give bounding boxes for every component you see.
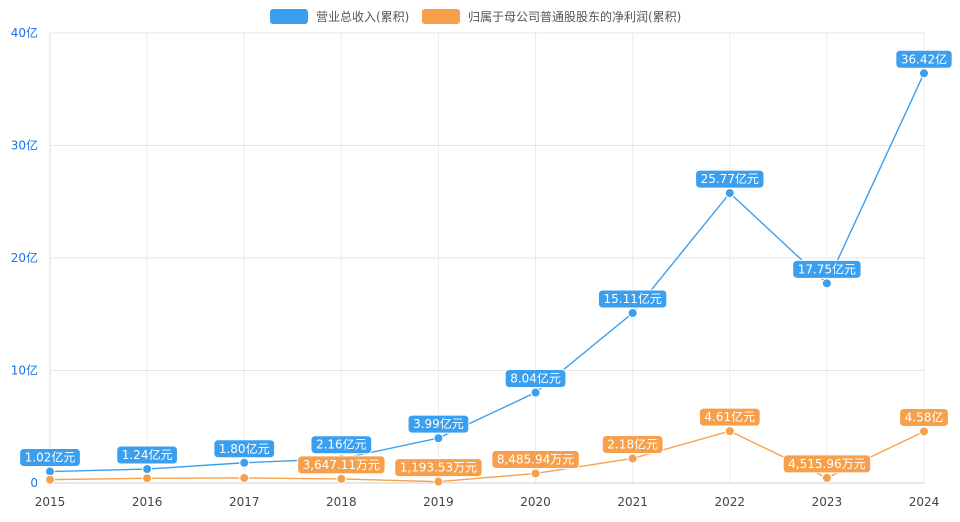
data-point	[919, 68, 929, 79]
data-label-group: 3.99亿元	[407, 414, 470, 434]
data-label-box	[19, 448, 81, 468]
data-label-box	[116, 445, 178, 465]
legend-item[interactable]: 营业总收入(累积)	[270, 9, 409, 24]
x-tick-label: 2017	[229, 495, 260, 509]
data-label-group: 2.18亿元	[601, 434, 664, 454]
data-label-group: 4,515.96万元	[782, 454, 872, 474]
data-label: 8.04亿元	[510, 371, 561, 386]
data-point	[433, 433, 444, 444]
data-label-group: 2.16亿元	[310, 435, 373, 455]
data-point	[142, 464, 153, 475]
data-label: 4.61亿元	[704, 409, 755, 424]
data-label-box	[698, 407, 761, 427]
legend-label: 归属于母公司普通股股东的净利润(累积)	[468, 9, 681, 24]
data-label: 1.02亿元	[25, 450, 76, 465]
data-label: 4,515.96万元	[788, 457, 865, 471]
data-label-group: 25.77亿元	[695, 169, 765, 189]
data-label-group: 17.75亿元	[792, 259, 862, 279]
data-label-box	[491, 449, 580, 469]
data-label-group: 3,647.11万元	[297, 455, 386, 475]
data-label: 17.75亿元	[798, 261, 856, 276]
data-label-group: 1,193.53万元	[394, 458, 483, 478]
y-tick-label: 30亿	[11, 138, 38, 153]
data-label: 1,193.53万元	[400, 461, 477, 475]
x-tick-label: 2018	[326, 495, 357, 509]
y-tick-label: 20亿	[11, 250, 38, 265]
data-label: 2.18亿元	[607, 436, 658, 451]
y-tick-label: 0	[30, 476, 38, 490]
data-point	[239, 457, 250, 468]
x-tick-label: 2024	[909, 495, 940, 509]
data-label-group: 36.42亿	[895, 49, 953, 69]
data-point	[724, 426, 735, 437]
data-label-box	[895, 49, 953, 69]
data-label-box	[213, 439, 276, 459]
data-point	[336, 473, 347, 484]
x-tick-label: 2022	[715, 495, 746, 509]
data-label: 2.16亿元	[316, 437, 367, 452]
data-label-group: 1.02亿元	[19, 448, 81, 468]
data-label-box	[394, 458, 483, 478]
data-label: 36.42亿	[901, 51, 947, 66]
axes: 0 10亿 20亿 30亿 40亿 2015 2016 2017 2018 2019 2020 202…	[11, 25, 940, 509]
data-label-box	[601, 434, 664, 454]
data-label-box	[597, 289, 668, 309]
data-point	[239, 472, 250, 483]
data-label-group: 1.24亿元	[116, 445, 178, 465]
data-label-box	[695, 169, 765, 189]
data-point	[530, 468, 541, 479]
data-labels: 1.02亿元 1.24亿元 1.80亿元 2.16亿元 3.99亿元 8.04亿元 15.1…	[19, 49, 953, 478]
data-label: 1.80亿元	[219, 441, 270, 456]
data-point	[919, 426, 929, 437]
data-label-box	[297, 455, 386, 475]
data-point	[724, 188, 735, 199]
data-point	[433, 476, 444, 487]
series-line	[49, 72, 925, 473]
data-label-box	[792, 259, 862, 279]
data-label: 25.77亿元	[701, 171, 759, 186]
x-tick-label: 2015	[35, 495, 66, 509]
data-point	[530, 387, 541, 398]
data-point	[821, 278, 832, 289]
x-tick-label: 2021	[617, 495, 648, 509]
data-label: 3,647.11万元	[303, 458, 380, 472]
x-tick-label: 2016	[132, 495, 163, 509]
data-label-box	[899, 407, 949, 427]
x-tick-label: 2020	[520, 495, 551, 509]
series-2	[45, 426, 929, 487]
data-label-box	[782, 454, 872, 474]
data-label-group: 1.80亿元	[213, 439, 276, 459]
legend[interactable]: 营业总收入(累积) 归属于母公司普通股股东的净利润(累积)	[270, 9, 681, 24]
y-tick-label: 10亿	[11, 363, 38, 378]
legend-swatch	[270, 9, 308, 24]
legend-label: 营业总收入(累积)	[316, 10, 409, 24]
data-point	[627, 308, 638, 319]
data-label-group: 4.61亿元	[698, 407, 761, 427]
y-tick-label: 40亿	[11, 25, 38, 40]
data-label-group: 4.58亿	[899, 407, 949, 427]
data-label-box	[407, 414, 470, 434]
data-label-group: 8,485.94万元	[491, 449, 580, 469]
legend-swatch	[422, 9, 460, 24]
legend-item[interactable]: 归属于母公司普通股股东的净利润(累积)	[422, 9, 681, 24]
data-label: 1.24亿元	[122, 447, 173, 462]
data-label-box	[310, 435, 373, 455]
x-tick-label: 2023	[812, 495, 843, 509]
data-label-group: 15.11亿元	[597, 289, 668, 309]
data-label: 4.58亿	[905, 409, 944, 424]
data-label-box	[504, 369, 567, 389]
series-line	[49, 430, 925, 483]
data-label-group: 8.04亿元	[504, 369, 567, 389]
data-point	[45, 474, 55, 485]
data-point	[142, 473, 153, 484]
data-label: 8,485.94万元	[497, 452, 574, 466]
x-tick-label: 2019	[423, 495, 454, 509]
data-point	[821, 472, 832, 483]
data-label: 3.99亿元	[413, 416, 464, 431]
data-label: 15.11亿元	[603, 291, 661, 306]
data-point	[627, 453, 638, 464]
